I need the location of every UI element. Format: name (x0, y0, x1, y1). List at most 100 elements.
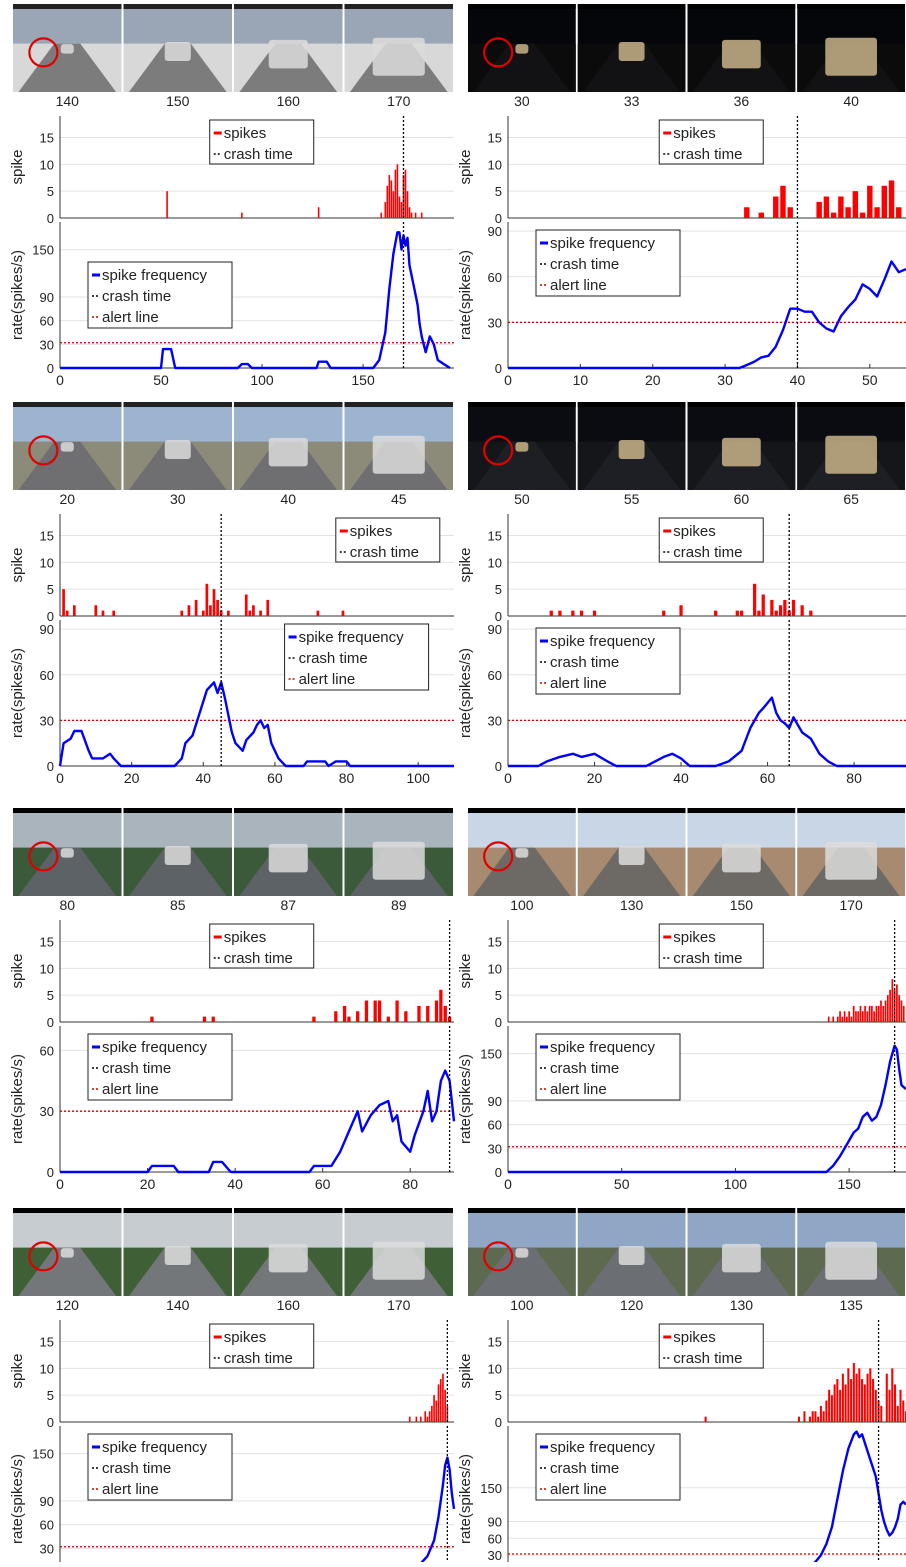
x-tick-label: 0 (504, 372, 512, 388)
frame-band (344, 4, 453, 9)
spike-bar (252, 605, 255, 616)
spike-bar (896, 984, 898, 1022)
frame-vehicle (825, 435, 877, 474)
video-frame-thumbnail (797, 402, 905, 490)
spike-bar (398, 196, 401, 218)
x-tick-label: 80 (846, 770, 862, 786)
spike-bar (212, 589, 216, 616)
frame-vehicle (372, 435, 425, 474)
spike-bar (846, 1016, 848, 1022)
rate-tick-label: 0 (495, 361, 502, 376)
frame-band (577, 808, 686, 813)
spike-bar (809, 610, 813, 616)
spike-bar (442, 1373, 444, 1422)
legend-label-crash-time: crash time (673, 1350, 742, 1367)
frame-band (344, 402, 453, 407)
legend-label-crash-time: crash time (224, 146, 293, 163)
legend-box (658, 1323, 764, 1369)
spike-bar (875, 1005, 878, 1022)
spike-frequency-line (508, 260, 906, 370)
spike-bar (334, 1011, 338, 1022)
spike-bar (761, 594, 765, 616)
rate-axis-label: rate(spikes/s) (9, 1454, 26, 1544)
video-frame-thumbnail (577, 4, 686, 92)
legend-box (209, 1323, 315, 1369)
spike-bar (579, 610, 584, 616)
spike-bar (773, 196, 779, 218)
spike-bar (874, 1389, 877, 1422)
frame-time-label: 100 (510, 897, 534, 913)
frame-vehicle (164, 42, 191, 62)
legend-label-spike-frequency: spike frequency (550, 1439, 656, 1456)
video-frame-thumbnail (234, 1208, 343, 1296)
rate-axis-label: rate(spikes/s) (457, 648, 474, 738)
video-frame-thumbnail (687, 1208, 796, 1296)
video-frame-thumbnail (344, 4, 453, 92)
video-frame-thumbnail (13, 808, 122, 896)
frame-band (234, 402, 343, 407)
legend-label-crash-time: crash time (224, 950, 293, 967)
spike-bar (814, 1411, 817, 1422)
rate-tick-label: 150 (32, 1447, 54, 1462)
rate-tick-label: 60 (40, 1518, 54, 1533)
spike-axis-label: spike (9, 1353, 26, 1388)
spike-bar (415, 1416, 418, 1422)
spike-bar (852, 1005, 855, 1022)
spike-axis-label: spike (9, 149, 26, 184)
rate-tick-label: 60 (488, 1531, 502, 1546)
spike-tick-label: 0 (47, 1015, 54, 1030)
spike-bar (592, 610, 597, 616)
legend-label-crash-time: crash time (550, 1060, 619, 1077)
spike-bar (845, 207, 851, 218)
spike-legend: spikes crash time (209, 119, 315, 165)
video-frame-thumbnail (123, 808, 232, 896)
spike-bar (873, 1011, 876, 1022)
frame-vehicle (60, 848, 74, 858)
spike-bar (205, 583, 209, 616)
x-tick-label: 20 (140, 1176, 156, 1192)
frame-band (468, 808, 576, 813)
spike-tick-label: 5 (495, 1388, 502, 1403)
frame-band (797, 402, 905, 407)
frame-road (128, 441, 227, 490)
legend-box (658, 119, 764, 165)
spike-bar (434, 1000, 439, 1022)
spike-bar (823, 196, 830, 218)
spike-bar (394, 169, 397, 218)
spike-bar (872, 1379, 875, 1422)
spike-bar (866, 1373, 869, 1422)
spike-bar (435, 1400, 438, 1422)
frame-time-label: 140 (56, 93, 80, 109)
spike-bar (827, 1016, 830, 1022)
legend-label-alert-line: alert line (550, 1081, 607, 1098)
frame-road (473, 847, 571, 896)
spike-axis-label: spike (9, 547, 26, 582)
spike-bar (364, 1000, 369, 1022)
frame-time-label: 170 (387, 93, 411, 109)
spike-bar (886, 995, 889, 1022)
highlight-circle (483, 37, 514, 68)
highlight-circle (483, 1241, 514, 1272)
frame-band (577, 4, 686, 9)
frame-road (583, 43, 681, 92)
spike-frequency-line (58, 681, 454, 768)
x-tick-label: 100 (407, 770, 431, 786)
spike-bar (392, 191, 395, 218)
legend-box (87, 261, 233, 329)
rate-tick-label: 60 (488, 668, 502, 683)
frame-vehicle (825, 37, 877, 76)
spike-frequency-line (60, 1069, 456, 1174)
legend-box (335, 517, 441, 563)
spike-bar (166, 191, 168, 218)
x-tick-label: 50 (862, 372, 878, 388)
video-frame-thumbnail (234, 808, 343, 896)
spike-bar (848, 1011, 850, 1022)
spike-bar (770, 599, 774, 616)
legend-box (535, 627, 681, 695)
spike-bar (884, 1000, 887, 1022)
frame-road (473, 43, 571, 92)
spike-bar (891, 1368, 894, 1422)
legend-label-crash-time: crash time (550, 654, 619, 671)
spike-bar (867, 185, 873, 218)
